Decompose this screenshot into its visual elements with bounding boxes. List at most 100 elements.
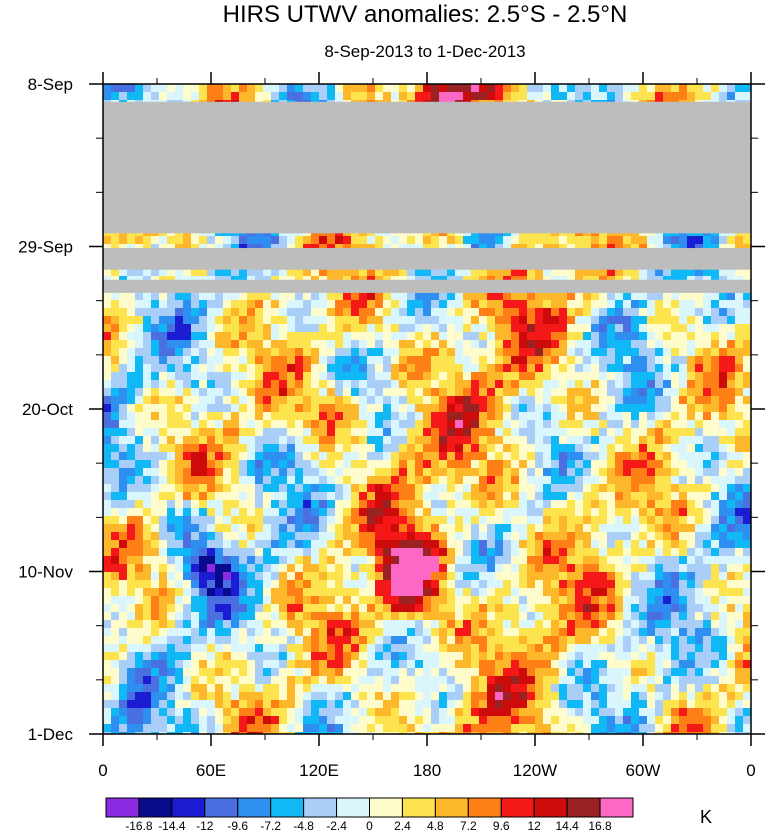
- anomaly-cell: [119, 236, 128, 245]
- anomaly-cell: [343, 524, 352, 533]
- anomaly-cell: [159, 548, 168, 557]
- anomaly-cell: [127, 508, 136, 517]
- anomaly-cell: [447, 388, 456, 397]
- anomaly-cell: [535, 404, 544, 413]
- anomaly-cell: [423, 468, 432, 477]
- anomaly-cell: [383, 508, 392, 517]
- anomaly-cell: [687, 372, 696, 381]
- anomaly-cell: [367, 492, 376, 501]
- anomaly-cell: [423, 420, 432, 429]
- anomaly-cell: [679, 484, 688, 493]
- anomaly-cell: [631, 364, 640, 373]
- anomaly-cell: [383, 316, 392, 325]
- anomaly-cell: [719, 364, 728, 373]
- anomaly-cell: [735, 404, 744, 413]
- anomaly-cell: [431, 452, 440, 461]
- anomaly-cell: [559, 300, 568, 309]
- anomaly-cell: [463, 308, 472, 317]
- anomaly-cell: [271, 268, 280, 277]
- anomaly-cell: [103, 476, 112, 485]
- anomaly-cell: [479, 292, 488, 301]
- anomaly-cell: [215, 332, 224, 341]
- anomaly-cell: [695, 380, 704, 389]
- anomaly-cell: [151, 572, 160, 581]
- anomaly-cell: [607, 484, 616, 493]
- anomaly-cell: [743, 364, 752, 373]
- anomaly-cell: [671, 332, 680, 341]
- anomaly-cell: [743, 84, 752, 93]
- anomaly-cell: [383, 564, 392, 573]
- anomaly-cell: [631, 300, 640, 309]
- anomaly-cell: [159, 484, 168, 493]
- anomaly-cell: [471, 500, 480, 509]
- anomaly-cell: [743, 348, 752, 357]
- anomaly-cell: [615, 428, 624, 437]
- anomaly-cell: [743, 316, 752, 325]
- anomaly-cell: [551, 508, 560, 517]
- anomaly-cell: [255, 452, 264, 461]
- anomaly-cell: [271, 340, 280, 349]
- anomaly-cell: [423, 316, 432, 325]
- anomaly-cell: [263, 348, 272, 357]
- anomaly-cell: [743, 444, 752, 453]
- anomaly-cell: [655, 372, 664, 381]
- anomaly-cell: [207, 300, 216, 309]
- anomaly-cell: [655, 268, 664, 277]
- anomaly-cell: [575, 292, 584, 301]
- anomaly-cell: [215, 532, 224, 541]
- anomaly-cell: [127, 236, 136, 245]
- anomaly-cell: [663, 396, 672, 405]
- anomaly-cell: [607, 476, 616, 485]
- anomaly-cell: [375, 476, 384, 485]
- anomaly-cell: [407, 564, 416, 573]
- anomaly-cell: [711, 516, 720, 525]
- anomaly-cell: [647, 460, 656, 469]
- anomaly-cell: [359, 364, 368, 373]
- anomaly-cell: [479, 404, 488, 413]
- anomaly-cell: [319, 516, 328, 525]
- anomaly-cell: [495, 468, 504, 477]
- anomaly-cell: [391, 316, 400, 325]
- anomaly-cell: [639, 460, 648, 469]
- anomaly-cell: [119, 468, 128, 477]
- anomaly-cell: [143, 388, 152, 397]
- anomaly-cell: [247, 564, 256, 573]
- anomaly-cell: [631, 508, 640, 517]
- anomaly-cell: [455, 300, 464, 309]
- anomaly-cell: [167, 332, 176, 341]
- anomaly-cell: [183, 476, 192, 485]
- anomaly-cell: [255, 412, 264, 421]
- anomaly-cell: [375, 340, 384, 349]
- anomaly-cell: [231, 84, 240, 93]
- anomaly-cell: [551, 292, 560, 301]
- anomaly-cell: [351, 484, 360, 493]
- anomaly-cell: [487, 500, 496, 509]
- anomaly-cell: [343, 420, 352, 429]
- anomaly-cell: [263, 484, 272, 493]
- anomaly-cell: [111, 412, 120, 421]
- anomaly-cell: [711, 548, 720, 557]
- anomaly-cell: [639, 84, 648, 93]
- anomaly-cell: [183, 84, 192, 93]
- anomaly-cell: [511, 540, 520, 549]
- anomaly-cell: [367, 348, 376, 357]
- anomaly-cell: [351, 324, 360, 333]
- anomaly-cell: [175, 516, 184, 525]
- anomaly-cell: [663, 92, 672, 101]
- anomaly-cell: [215, 444, 224, 453]
- anomaly-cell: [135, 556, 144, 565]
- anomaly-cell: [687, 348, 696, 357]
- anomaly-cell: [543, 460, 552, 469]
- anomaly-cell: [527, 476, 536, 485]
- anomaly-cell: [103, 292, 112, 301]
- anomaly-cell: [335, 564, 344, 573]
- anomaly-cell: [143, 516, 152, 525]
- anomaly-cell: [175, 372, 184, 381]
- anomaly-cell: [327, 92, 336, 101]
- anomaly-cell: [623, 300, 632, 309]
- anomaly-cell: [359, 548, 368, 557]
- anomaly-cell: [639, 340, 648, 349]
- anomaly-cell: [647, 436, 656, 445]
- anomaly-cell: [567, 564, 576, 573]
- anomaly-cell: [567, 332, 576, 341]
